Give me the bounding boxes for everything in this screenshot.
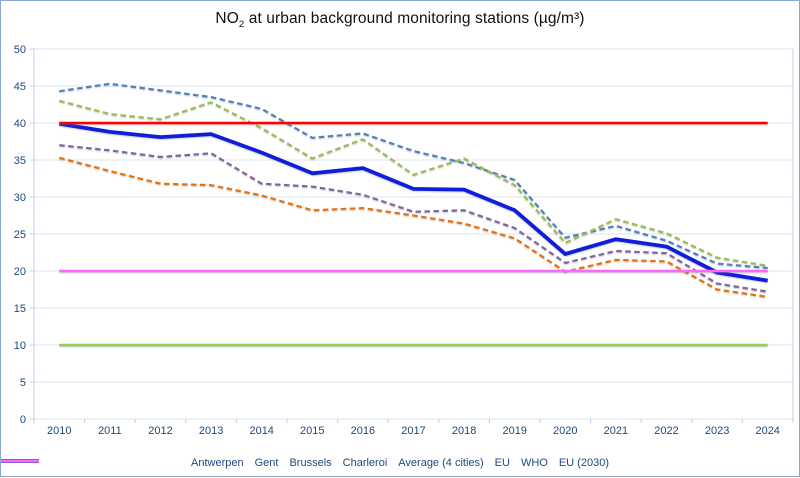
legend-label-charleroi: Charleroi	[342, 457, 388, 469]
y-axis-label: 0	[20, 414, 26, 426]
x-axis-label: 2013	[199, 425, 223, 437]
legend-label-eu-2030: EU (2030)	[558, 457, 609, 469]
x-axis-label: 2021	[604, 425, 628, 437]
x-axis-label: 2014	[249, 425, 273, 437]
x-axis-label: 2011	[98, 425, 122, 437]
legend-label-brussels: Brussels	[289, 457, 332, 469]
x-axis-label: 2016	[351, 425, 375, 437]
y-axis-label: 40	[14, 118, 26, 130]
series-average-4-cities	[58, 121, 769, 283]
y-axis-label: 5	[20, 377, 26, 389]
chart-title-prefix: NO	[215, 10, 239, 27]
x-axis-label: 2015	[300, 425, 324, 437]
legend-label-eu: EU	[494, 457, 510, 469]
legend-item-antwerpen: Antwerpen	[1, 457, 244, 469]
x-axis-label: 2022	[654, 425, 678, 437]
y-axis-label: 20	[14, 266, 26, 278]
x-axis-label: 2023	[705, 425, 729, 437]
legend-item-average-4-cities: Average (4 cities)	[1, 457, 484, 469]
legend-item-who: WHO	[1, 457, 548, 469]
y-axis-label: 30	[14, 192, 26, 204]
legend-item-charleroi: Charleroi	[1, 457, 388, 469]
y-axis-label: 35	[14, 155, 26, 167]
legend-item-eu-2030: EU (2030)	[1, 457, 609, 469]
series-brussels	[59, 99, 768, 267]
legend-label-who: WHO	[520, 457, 548, 469]
x-axis-label: 2018	[452, 425, 476, 437]
y-axis-label: 25	[14, 229, 26, 241]
legend-item-eu: EU	[1, 457, 510, 469]
series-antwerpen	[59, 82, 768, 270]
chart-title-subscript: 2	[238, 19, 245, 31]
series-gent	[59, 156, 768, 298]
series-charleroi	[59, 144, 768, 293]
legend-item-brussels: Brussels	[1, 457, 332, 469]
x-axis-label: 2024	[755, 425, 779, 437]
legend-label-gent: Gent	[254, 457, 279, 469]
y-axis-label: 10	[14, 340, 26, 352]
x-axis-label: 2012	[148, 425, 172, 437]
chart-legend: Antwerpen Gent Brussels Charleroi Average (4…	[1, 457, 799, 469]
legend-label-average-4-cities: Average (4 cities)	[398, 457, 484, 469]
x-axis-label: 2017	[401, 425, 425, 437]
legend-label-antwerpen: Antwerpen	[191, 457, 244, 469]
y-axis-label: 45	[14, 81, 26, 93]
y-axis-label: 50	[14, 44, 26, 56]
chart-title-suffix: at urban background monitoring stations …	[244, 10, 585, 27]
legend-item-gent: Gent	[1, 457, 279, 469]
chart-title: NO2 at urban background monitoring stati…	[1, 10, 799, 30]
y-axis-label: 15	[14, 303, 26, 315]
x-axis-label: 2010	[47, 425, 71, 437]
legend-swatch-eu-2030	[1, 459, 39, 463]
x-axis-label: 2020	[553, 425, 577, 437]
x-axis-label: 2019	[502, 425, 526, 437]
